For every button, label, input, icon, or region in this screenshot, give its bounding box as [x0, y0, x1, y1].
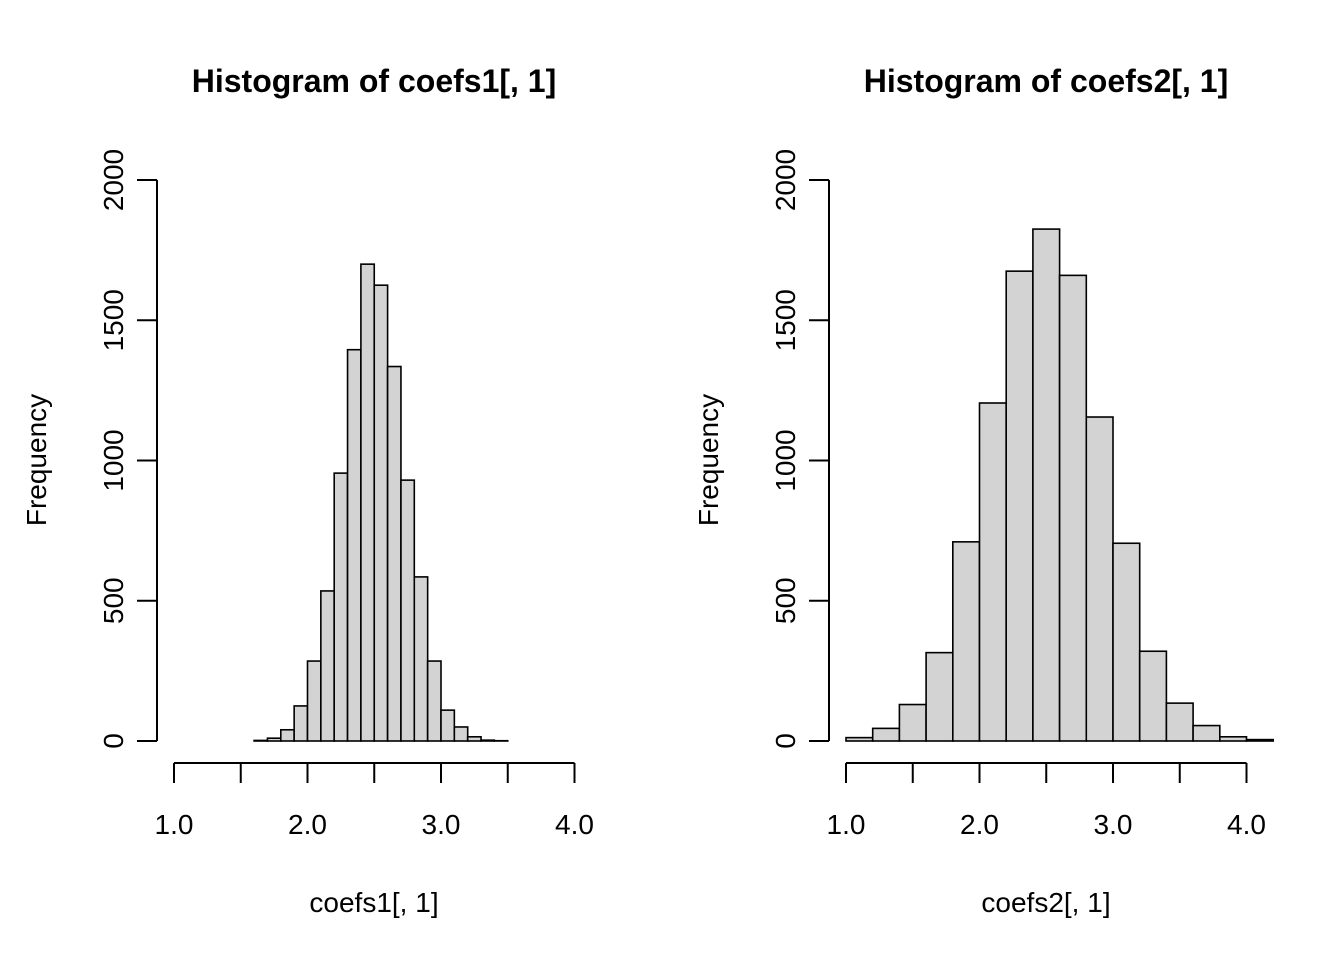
- y-tick-label: 0: [98, 733, 129, 749]
- bars: [253, 263, 509, 742]
- histogram-bar: [279, 728, 295, 742]
- histogram-bar: [266, 737, 282, 742]
- histogram-bar: [898, 703, 927, 742]
- histogram-bar: [871, 727, 901, 742]
- y-tick-label: 2000: [770, 149, 801, 211]
- x-axis-label: coefs1[, 1]: [309, 887, 438, 918]
- x-tick-label: 4.0: [555, 809, 594, 840]
- y-tick-label: 2000: [98, 149, 129, 211]
- histogram-bar: [845, 736, 874, 742]
- histogram-bar: [1005, 270, 1034, 742]
- histogram-bar: [346, 348, 362, 742]
- y-axis-label: Frequency: [21, 394, 52, 526]
- y-axis-label: Frequency: [693, 394, 724, 526]
- histogram-bar: [333, 472, 349, 742]
- histogram-bar: [440, 709, 456, 742]
- histogram-bar: [453, 726, 469, 742]
- x-tick-label: 3.0: [422, 809, 461, 840]
- histogram-bar: [978, 402, 1008, 742]
- histogram-bar: [413, 576, 429, 742]
- x-tick-label: 1.0: [827, 809, 866, 840]
- histogram-bar: [1192, 724, 1221, 742]
- x-axis: 1.0 2.0 3.0 4.0: [155, 762, 594, 840]
- y-tick-label: 1500: [98, 289, 129, 351]
- y-tick-label: 1500: [770, 289, 801, 351]
- histogram-bar: [1245, 738, 1275, 742]
- histogram-bar: [1165, 702, 1194, 742]
- histogram-panel-coefs1: Histogram of coefs1[, 1] coefs1[, 1] Fre…: [21, 63, 594, 918]
- histogram-bar: [1112, 542, 1141, 742]
- x-axis: 1.0 2.0 3.0 4.0: [827, 762, 1266, 840]
- histogram-bar: [253, 739, 269, 742]
- histogram-bar: [1085, 416, 1114, 742]
- y-tick-label: 0: [770, 733, 801, 749]
- histogram-bar: [466, 735, 482, 742]
- histogram-bar: [386, 365, 402, 742]
- y-axis: 0 500 1000 1500 2000: [98, 149, 158, 749]
- histogram-bar: [1058, 274, 1088, 742]
- x-tick-label: 4.0: [1227, 809, 1266, 840]
- histogram-bar: [373, 284, 389, 742]
- x-tick-label: 3.0: [1094, 809, 1133, 840]
- x-tick-label: 2.0: [960, 809, 999, 840]
- x-tick-label: 1.0: [155, 809, 194, 840]
- histogram-bar: [1032, 228, 1061, 742]
- chart-title: Histogram of coefs2[, 1]: [864, 63, 1229, 99]
- y-tick-label: 1000: [98, 429, 129, 491]
- x-axis-label: coefs2[, 1]: [981, 887, 1110, 918]
- histogram-bar: [293, 705, 309, 742]
- chart-title: Histogram of coefs1[, 1]: [192, 63, 557, 99]
- bars: [845, 228, 1275, 742]
- y-tick-label: 1000: [770, 429, 801, 491]
- histogram-bar: [306, 660, 322, 742]
- histogram-bar: [426, 660, 442, 742]
- histogram-panel-coefs2: Histogram of coefs2[, 1] coefs2[, 1] Fre…: [693, 63, 1275, 918]
- x-tick-label: 2.0: [288, 809, 327, 840]
- histogram-bar: [360, 263, 376, 742]
- histogram-bar: [1219, 735, 1248, 742]
- histogram-bar: [925, 651, 954, 742]
- histogram-bar: [480, 739, 496, 742]
- histogram-bar: [320, 590, 336, 742]
- histogram-bar: [951, 541, 981, 742]
- y-axis: 0 500 1000 1500 2000: [770, 149, 830, 749]
- histogram-bar: [400, 479, 416, 742]
- histogram-bar: [1138, 650, 1168, 742]
- y-tick-label: 500: [770, 577, 801, 624]
- y-tick-label: 500: [98, 577, 129, 624]
